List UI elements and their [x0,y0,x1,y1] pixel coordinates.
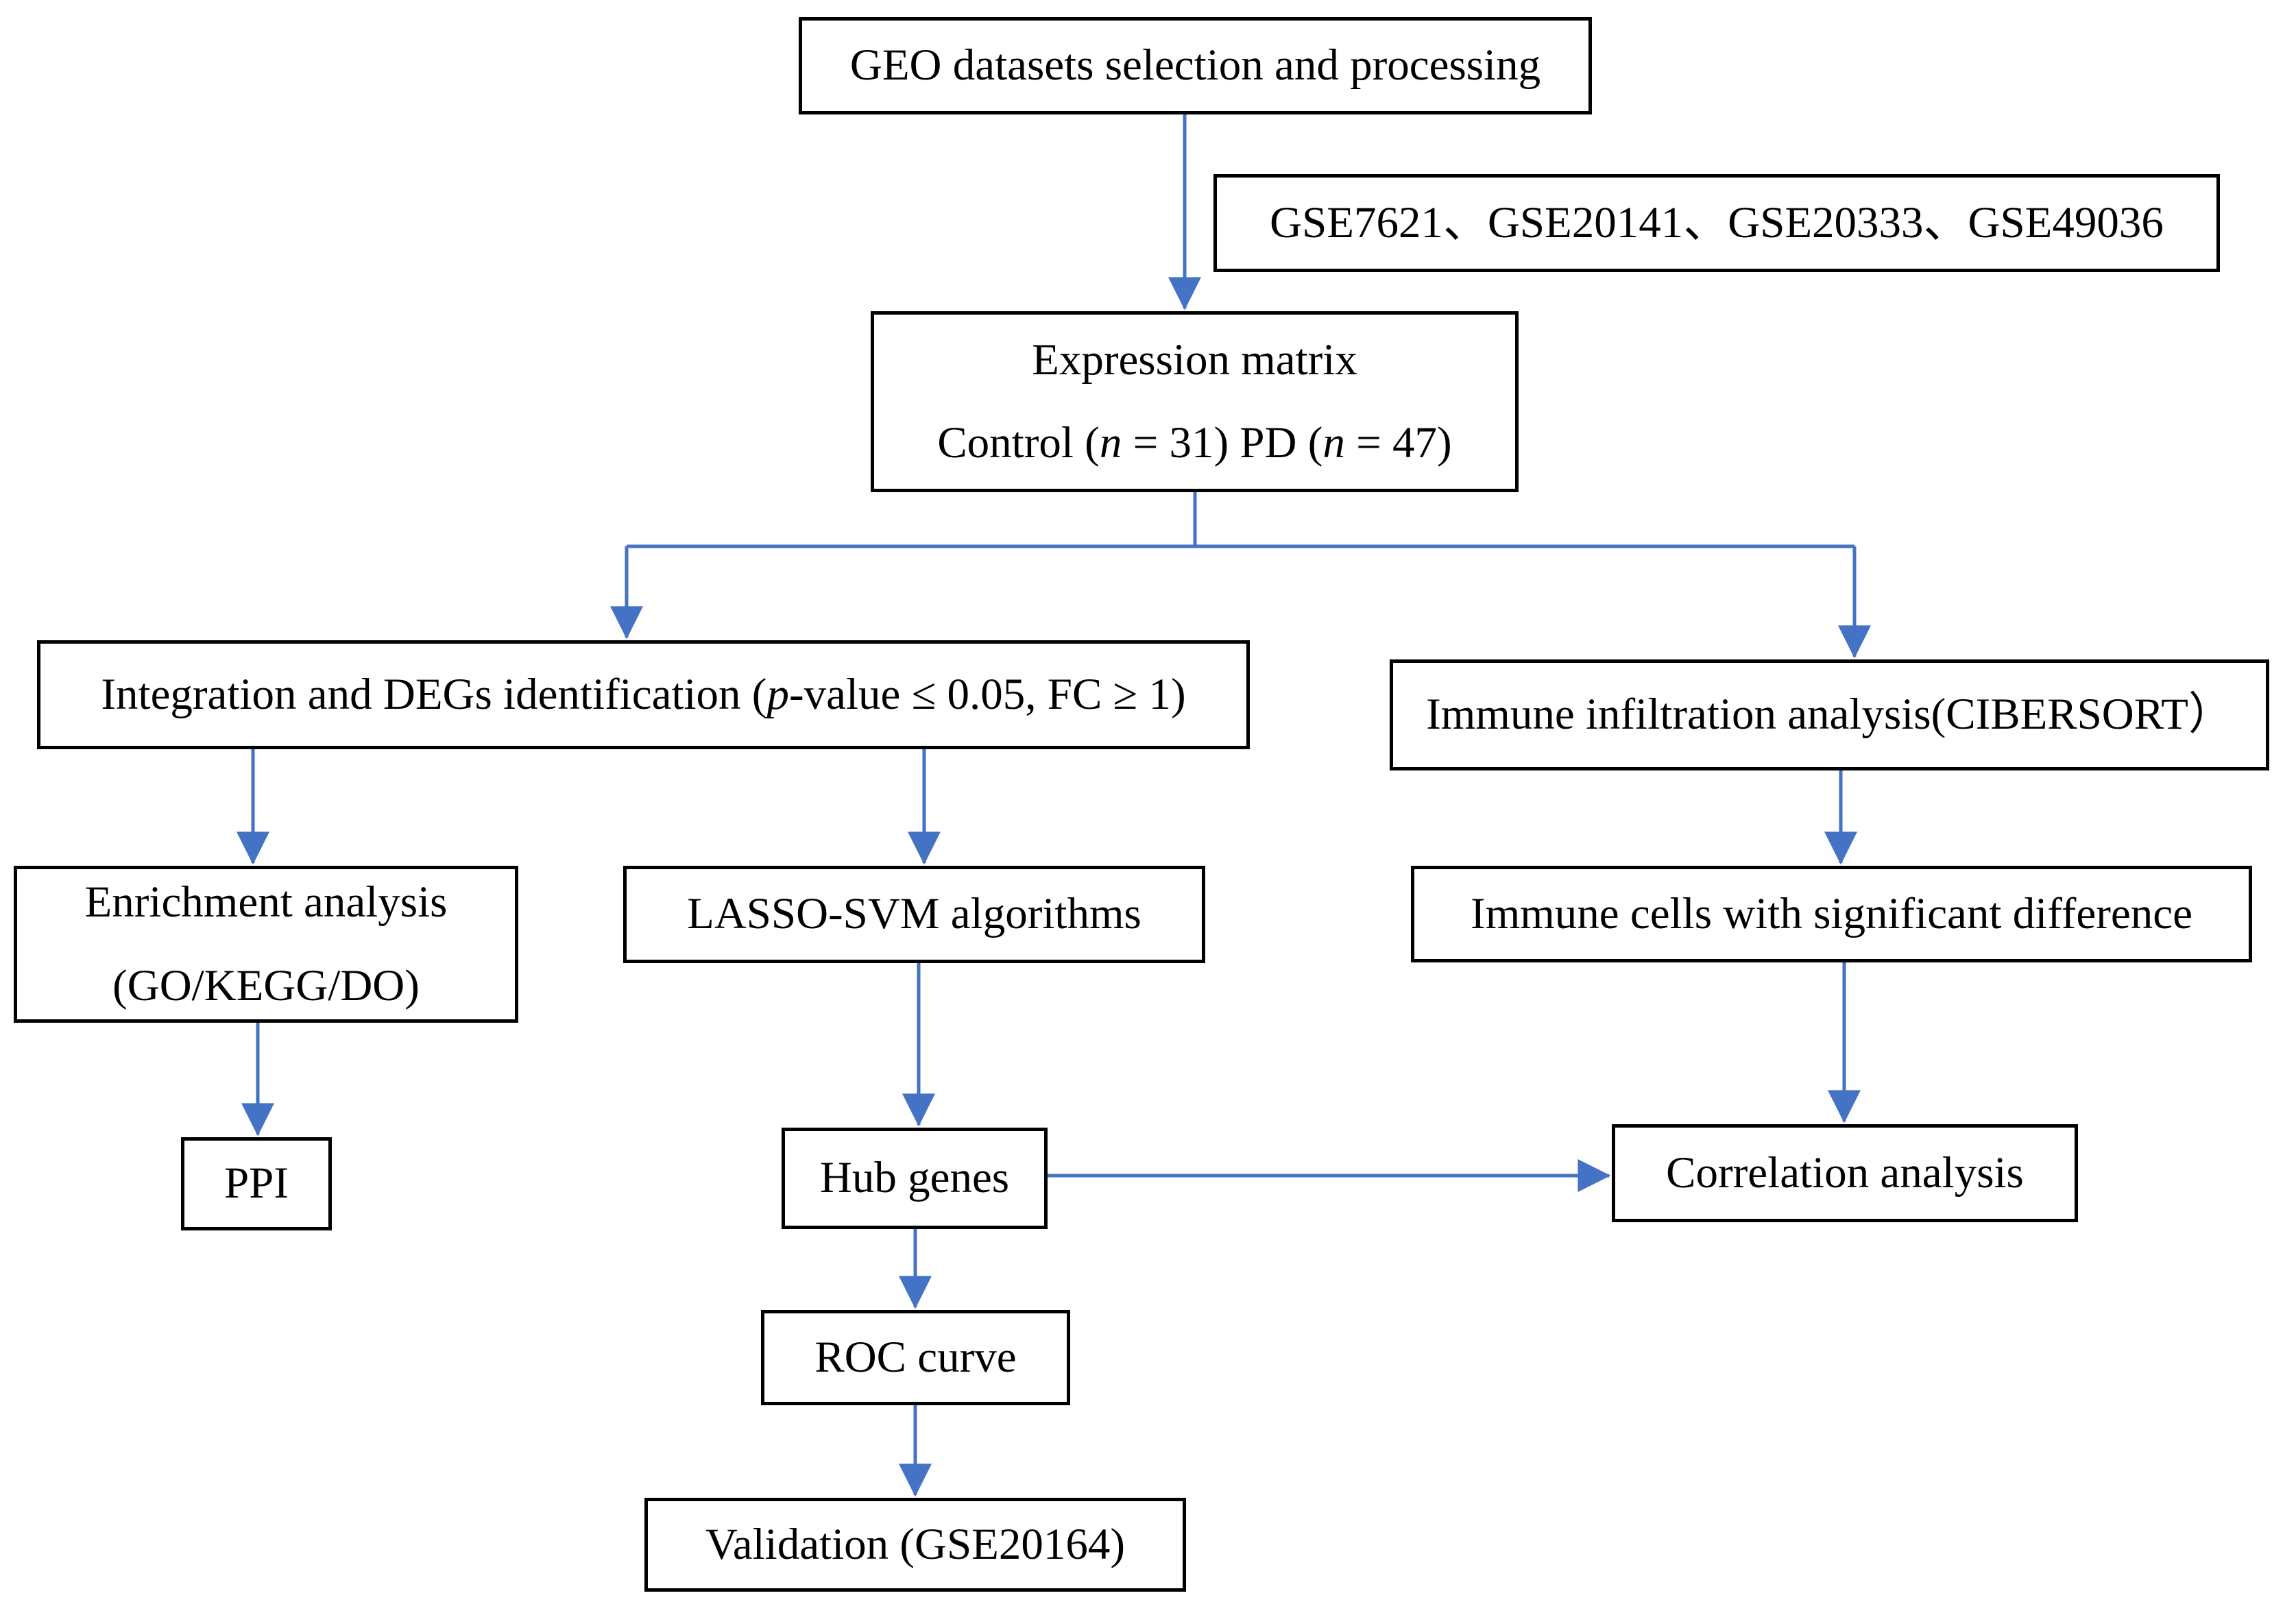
node-integration-degs-label: Integration and DEGs identification (p-v… [101,667,1185,722]
node-roc-curve: ROC curve [761,1310,1070,1405]
integration-post: -value ≤ 0.05, FC ≥ 1) [788,669,1186,719]
node-immune-infiltration-label: Immune infiltration analysis(CIBERSORT） [1426,690,2233,740]
node-immune-cells: Immune cells with significant difference [1411,866,2252,962]
node-expression-matrix-line2: Control (n = 31) PD (n = 47) [937,415,1451,471]
node-ppi: PPI [181,1137,332,1230]
expression-line2-pre: Control ( [937,418,1100,467]
node-validation-label: Validation (GSE20164) [705,1519,1125,1569]
node-enrichment-analysis: Enrichment analysis (GO/KEGG/DO) [14,866,518,1023]
node-roc-curve-label: ROC curve [814,1332,1017,1382]
node-immune-infiltration: Immune infiltration analysis(CIBERSORT） [1390,659,2269,770]
node-lasso-svm-label: LASSO-SVM algorithms [687,889,1141,939]
expression-n2: n [1322,418,1345,467]
node-lasso-svm: LASSO-SVM algorithms [623,866,1205,963]
node-expression-matrix: Expression matrix Control (n = 31) PD (n… [871,311,1519,492]
node-geo-datasets-label: GEO datasets selection and processing [849,40,1541,90]
node-enrichment-analysis-line2: (GO/KEGG/DO) [112,960,420,1010]
node-gse-list-label: GSE7621、GSE20141、GSE20333、GSE49036 [1270,197,2164,247]
integration-pre: Integration and DEGs identification ( [101,669,767,719]
node-correlation-analysis-label: Correlation analysis [1666,1148,2024,1198]
node-hub-genes-label: Hub genes [819,1153,1010,1203]
node-expression-matrix-line1: Expression matrix [1032,335,1357,385]
node-hub-genes: Hub genes [782,1128,1048,1229]
node-correlation-analysis: Correlation analysis [1612,1124,2078,1222]
node-validation: Validation (GSE20164) [644,1498,1186,1592]
node-integration-degs: Integration and DEGs identification (p-v… [37,640,1250,749]
node-geo-datasets: GEO datasets selection and processing [799,17,1592,114]
node-gse-list: GSE7621、GSE20141、GSE20333、GSE49036 [1213,174,2220,272]
expression-line2-post: = 47) [1344,418,1452,467]
expression-line2-mid: = 31) PD ( [1122,418,1323,467]
node-ppi-label: PPI [224,1158,289,1209]
expression-n1: n [1099,418,1122,467]
node-enrichment-analysis-line1: Enrichment analysis [84,877,448,927]
integration-p: p [766,669,789,719]
node-immune-cells-label: Immune cells with significant difference [1471,888,2192,938]
